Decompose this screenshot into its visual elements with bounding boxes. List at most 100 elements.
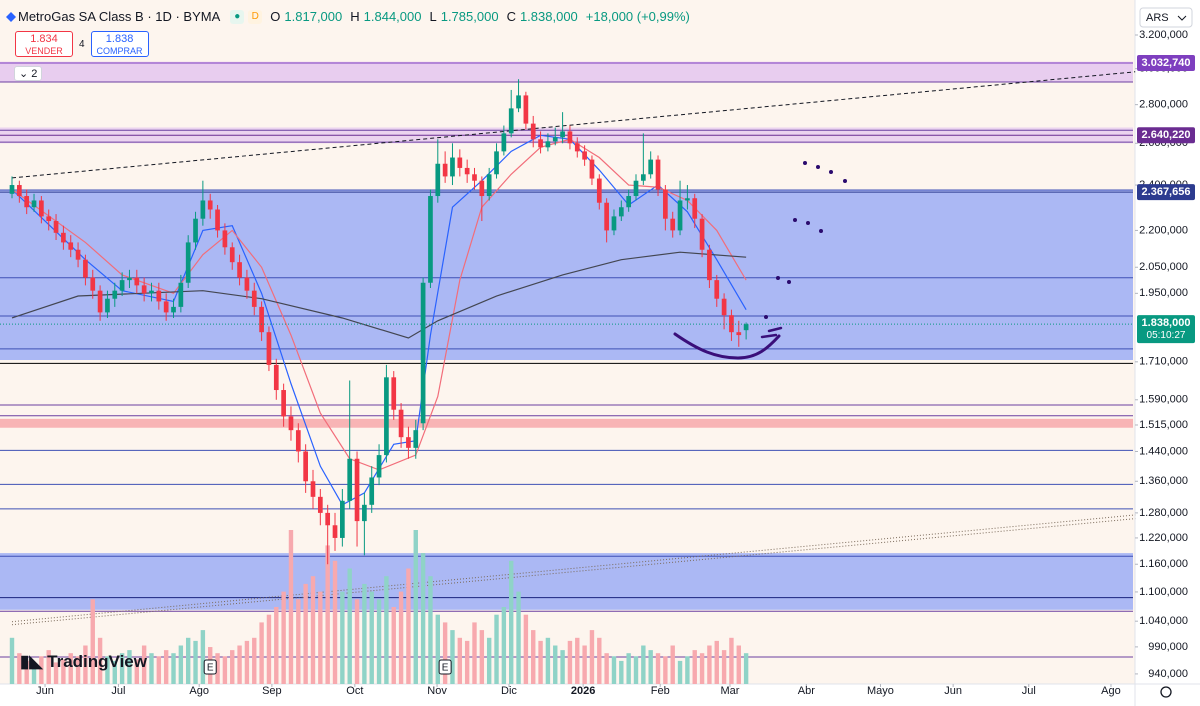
candle-body bbox=[626, 196, 632, 208]
volume-bar bbox=[259, 622, 264, 684]
volume-bar bbox=[112, 660, 117, 684]
dot bbox=[776, 276, 780, 280]
y-tick-label: 1.280,000 bbox=[1139, 507, 1188, 519]
earnings-label: E bbox=[207, 663, 214, 674]
volume-bar bbox=[692, 650, 697, 684]
candle-body bbox=[707, 249, 712, 281]
dot bbox=[829, 170, 833, 174]
volume-bar bbox=[97, 637, 103, 684]
candle-body bbox=[325, 512, 331, 526]
x-tick-label: Abr bbox=[798, 685, 815, 697]
volume-bar bbox=[340, 591, 345, 684]
settings-icon[interactable] bbox=[1160, 686, 1172, 698]
volume-bar bbox=[185, 637, 191, 684]
candle-body bbox=[193, 218, 198, 243]
currency-button[interactable] bbox=[1139, 7, 1193, 28]
y-tick-label: 940,000 bbox=[1148, 668, 1188, 680]
volume-bar bbox=[545, 637, 551, 684]
candle-body bbox=[376, 455, 382, 478]
volume-bar bbox=[318, 591, 323, 684]
x-tick-label: Ago bbox=[1101, 685, 1121, 697]
candle-body bbox=[156, 290, 162, 302]
candle-body bbox=[685, 198, 690, 201]
y-tick-label: 1.440,000 bbox=[1139, 445, 1188, 457]
sell-button[interactable]: 1.834 VENDER bbox=[15, 31, 73, 57]
symbol-title[interactable]: MetroGas SA Class B · 1D · BYMA bbox=[18, 9, 221, 24]
drawn-dots bbox=[764, 161, 847, 319]
candle-body bbox=[391, 377, 397, 410]
volume-bar bbox=[46, 650, 51, 684]
level-tag bbox=[1137, 184, 1195, 201]
candle-body bbox=[574, 143, 580, 152]
level-tag bbox=[1137, 127, 1195, 144]
candle-body bbox=[384, 377, 389, 456]
volume-bar bbox=[516, 591, 521, 684]
volume-bar bbox=[75, 656, 81, 684]
candle-body bbox=[83, 259, 88, 278]
x-tick-label: Jul bbox=[1022, 685, 1036, 697]
volume-bar bbox=[626, 653, 631, 684]
candle-body bbox=[596, 178, 602, 203]
dropdown-icon bbox=[1177, 15, 1187, 21]
candle-body bbox=[105, 298, 110, 313]
volume-bar bbox=[369, 591, 374, 684]
volume-bar bbox=[406, 568, 411, 684]
legend-header: MetroGas SA Class B · 1D · BYMA ● D O 1.8… bbox=[6, 9, 690, 24]
earnings-marker bbox=[203, 659, 217, 675]
time-axis-background bbox=[0, 684, 1135, 706]
moving-average bbox=[11, 138, 747, 471]
buy-price: 1.838 bbox=[105, 33, 134, 45]
volume-bar bbox=[303, 583, 308, 684]
volume-bar bbox=[589, 630, 595, 684]
volume-bar bbox=[604, 653, 609, 684]
x-tick-label: Ago bbox=[189, 685, 209, 697]
volume-bar bbox=[354, 599, 360, 684]
volume-bar bbox=[266, 614, 272, 684]
y-tick-label: 2.050,000 bbox=[1139, 261, 1188, 273]
volume-bar bbox=[743, 653, 749, 684]
zone bbox=[0, 553, 1133, 610]
buy-button[interactable]: 1.838 COMPRAR bbox=[90, 31, 149, 57]
volume-bar bbox=[699, 653, 705, 684]
candle-body bbox=[222, 230, 228, 248]
candle-body bbox=[464, 167, 470, 175]
volume-bar bbox=[362, 583, 367, 684]
volume-bar bbox=[134, 659, 140, 684]
price-change: +18,000 (+0,99%) bbox=[585, 9, 690, 24]
trendline bbox=[11, 514, 1136, 623]
candle-body bbox=[413, 430, 419, 448]
candle-body bbox=[251, 290, 257, 307]
drawn-mark bbox=[760, 326, 783, 339]
volume-bar bbox=[736, 645, 741, 684]
candle-body bbox=[310, 481, 316, 497]
candle-body bbox=[494, 151, 499, 175]
candle-body bbox=[729, 315, 734, 333]
dot bbox=[803, 161, 807, 165]
dot bbox=[819, 229, 823, 233]
volume-bar bbox=[17, 653, 22, 684]
ohlc-key: O bbox=[270, 9, 281, 24]
bar-countdown: 05:10:27 bbox=[1147, 330, 1186, 341]
candle-body bbox=[24, 196, 30, 208]
volume-bar bbox=[24, 660, 29, 684]
level-tag-label: 2.367,656 bbox=[1142, 186, 1191, 198]
volume-bar bbox=[721, 650, 727, 684]
candle-body bbox=[428, 196, 433, 283]
volume-bar bbox=[68, 653, 73, 684]
volume-bar bbox=[83, 645, 88, 684]
candle-body bbox=[501, 133, 507, 152]
volume-bar bbox=[677, 660, 683, 684]
indicators-toggle[interactable]: ⌄ 2 bbox=[14, 66, 43, 81]
volume-bar bbox=[729, 637, 734, 684]
dot bbox=[806, 221, 810, 225]
volume-bar bbox=[597, 637, 602, 684]
candle-body bbox=[736, 332, 742, 336]
ohlc-value: 1.844,000 bbox=[363, 9, 422, 24]
candle-body bbox=[185, 242, 191, 283]
volume-bar bbox=[619, 660, 624, 684]
x-tick-label: 2026 bbox=[571, 685, 595, 697]
dot bbox=[787, 280, 791, 284]
volume-bar bbox=[193, 640, 198, 684]
candle-body bbox=[545, 141, 551, 148]
